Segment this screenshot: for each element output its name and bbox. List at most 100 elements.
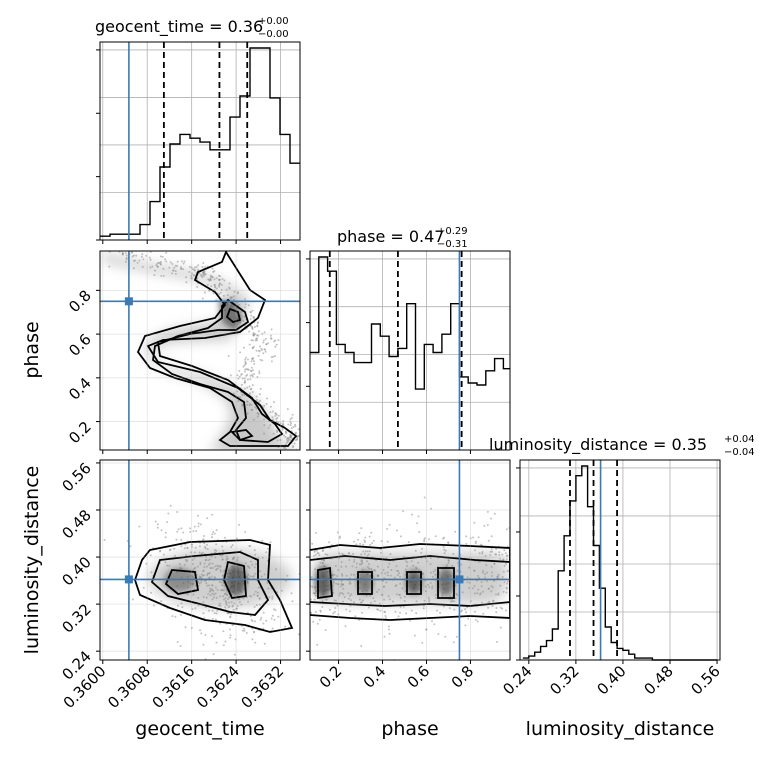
scatter-point	[345, 608, 348, 611]
tick-label-phase-0: 0.2	[65, 418, 95, 448]
scatter-point	[251, 384, 254, 387]
scatter-point	[183, 260, 186, 263]
title-luminosity-distance-sub: −0.04	[724, 447, 755, 458]
scatter-point	[465, 543, 468, 545]
scatter-point	[229, 628, 231, 631]
scatter-point	[232, 608, 235, 611]
scatter-point	[380, 540, 383, 543]
scatter-point	[247, 358, 249, 361]
scatter-point	[501, 607, 504, 610]
scatter-point	[156, 526, 159, 529]
scatter-point	[314, 553, 317, 556]
scatter-point	[272, 418, 275, 421]
frame-hist-luminosity	[519, 459, 721, 661]
scatter-point	[349, 604, 352, 607]
scatter-point	[182, 531, 185, 534]
scatter-point	[252, 316, 255, 319]
scatter-point	[250, 360, 253, 363]
scatter-point	[253, 605, 256, 608]
left-ticks-hist-luminosity	[516, 467, 520, 661]
scatter-point	[447, 541, 450, 544]
scatter-point	[150, 591, 153, 594]
scatter-point	[238, 369, 241, 372]
scatter-point	[437, 633, 440, 635]
scatter-point	[219, 275, 221, 278]
tick-label-luminosity_distance-3: 0.48	[58, 506, 94, 542]
scatter-point	[196, 285, 199, 288]
scatter-point	[190, 543, 193, 546]
scatter-point	[423, 537, 426, 540]
scatter-point	[202, 612, 205, 615]
scatter-point	[386, 527, 389, 530]
scatter-point	[222, 294, 225, 297]
scatter-point	[314, 532, 317, 534]
scatter-point	[181, 606, 184, 609]
scatter-point	[321, 606, 324, 608]
scatter-point	[131, 251, 134, 254]
scatter-point	[194, 546, 197, 549]
scatter-point	[197, 514, 199, 517]
scatter-point	[249, 392, 252, 395]
scatter-point	[167, 512, 170, 515]
scatter-point	[304, 441, 306, 443]
scatter-point	[336, 604, 339, 607]
scatter-point	[353, 540, 355, 543]
scatter-point	[411, 513, 413, 516]
scatter-point	[192, 268, 194, 271]
frame-2d-geocent-time-luminosity	[99, 459, 301, 661]
density-peak-1	[315, 566, 331, 598]
scatter-point	[423, 538, 426, 541]
contour-inner4-phase-luminosity	[437, 567, 455, 599]
scatter-point	[253, 326, 256, 328]
scatter-point	[287, 423, 290, 426]
scatter-point	[211, 635, 214, 638]
left-ticks-phase-row: 0.2 0.4 0.6 0.8	[65, 286, 100, 447]
scatter-point	[262, 352, 265, 355]
scatter-point	[251, 373, 254, 376]
scatter-point	[204, 291, 206, 294]
scatter-point	[254, 333, 257, 335]
panel-2d-phase-luminosity: 0.2 0.4 0.6 0.8	[306, 459, 511, 692]
tick-label-luminosity_distance-3: 0.48	[640, 662, 676, 698]
scatter-point	[251, 327, 254, 330]
scatter-point	[165, 251, 168, 254]
scatter-point	[180, 527, 183, 530]
contour-outer-geocent-time-luminosity	[134, 539, 294, 633]
scatter-point	[257, 330, 260, 333]
scatter-point	[266, 397, 268, 400]
scatter-point	[248, 385, 251, 388]
scatter-point	[252, 331, 255, 334]
tick-label-phase-3: 0.8	[448, 662, 478, 692]
scatter-point	[491, 550, 494, 553]
scatter-point	[265, 343, 268, 346]
scatter-point	[267, 547, 270, 550]
scatter-point	[289, 420, 292, 423]
scatter-point	[253, 549, 256, 552]
scatter-point	[199, 523, 202, 526]
scatter-point	[265, 402, 268, 405]
scatter-point	[212, 292, 215, 295]
scatter-point	[474, 540, 477, 543]
scatter-point	[249, 545, 252, 548]
scatter-point	[215, 641, 218, 644]
scatter-point	[202, 262, 205, 264]
scatter-point	[337, 613, 340, 616]
scatter-point	[465, 611, 468, 614]
scatter-point	[319, 609, 322, 612]
tick-label-phase-0: 0.2	[316, 662, 346, 692]
scatter-point	[499, 626, 502, 629]
scatter-point	[245, 374, 248, 377]
scatter-point	[132, 598, 134, 601]
scatter-point	[333, 611, 336, 613]
scatter-point	[256, 376, 259, 378]
scatter-point	[303, 440, 305, 442]
scatter-point	[243, 315, 246, 318]
scatter-point	[387, 625, 390, 628]
scatter-point	[313, 550, 316, 553]
scatter-point	[436, 609, 439, 612]
title-luminosity-distance: luminosity_distance = 0.35	[489, 435, 707, 455]
scatter-point	[358, 618, 361, 621]
scatter-point	[193, 266, 196, 269]
scatter-point	[367, 606, 370, 609]
